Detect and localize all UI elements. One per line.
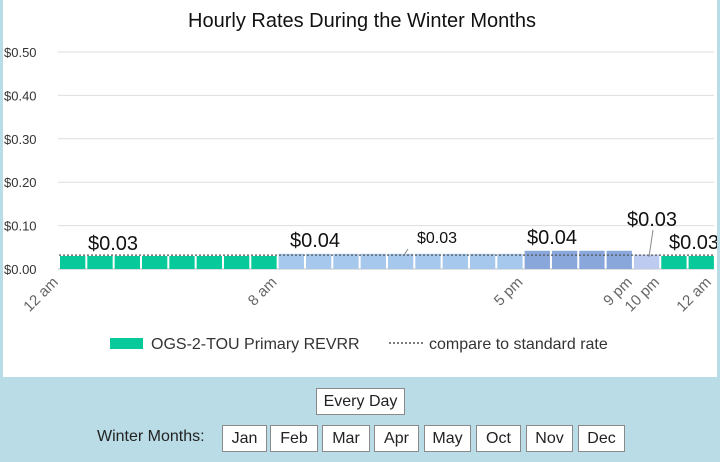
bar xyxy=(223,255,250,269)
bar xyxy=(688,255,714,269)
month-button-oct[interactable]: Oct xyxy=(476,425,521,452)
y-tick-label: $0.50 xyxy=(4,45,37,60)
winter-months-label: Winter Months: xyxy=(97,428,205,445)
bar xyxy=(551,250,578,269)
month-button-apr[interactable]: Apr xyxy=(374,425,419,452)
bar xyxy=(60,255,86,269)
y-tick-label: $0.40 xyxy=(4,88,37,103)
bar xyxy=(579,250,605,269)
hourly-rates-chart: Hourly Rates During the Winter Months $0… xyxy=(4,10,717,353)
period-rate-label: $0.03 xyxy=(417,230,457,247)
bar xyxy=(278,253,304,269)
chart-title: Hourly Rates During the Winter Months xyxy=(188,10,536,32)
x-tick-label: 5 pm xyxy=(491,274,527,310)
bar xyxy=(196,255,222,269)
month-button-feb[interactable]: Feb xyxy=(270,425,318,452)
bar xyxy=(251,255,277,269)
every-day-button[interactable]: Every Day xyxy=(316,388,405,415)
bar xyxy=(114,255,140,269)
x-tick-label: 12 am xyxy=(20,274,62,316)
chart-panel: Hourly Rates During the Winter Months $0… xyxy=(3,0,717,377)
bar xyxy=(415,253,441,269)
bar xyxy=(333,253,359,269)
legend-label-primary: OGS-2-TOU Primary REVRR xyxy=(151,336,360,353)
bar xyxy=(169,255,195,269)
period-rate-label: $0.03 xyxy=(88,233,138,255)
period-rate-label: $0.03 xyxy=(669,232,717,254)
bar xyxy=(661,255,687,269)
y-tick-label: $0.20 xyxy=(4,175,37,190)
bar xyxy=(524,250,550,269)
bar xyxy=(442,253,468,269)
legend-swatch-primary xyxy=(110,338,143,349)
month-button-nov[interactable]: Nov xyxy=(526,425,573,452)
bar xyxy=(141,255,168,269)
y-tick-label: $0.00 xyxy=(4,262,37,277)
month-button-dec[interactable]: Dec xyxy=(578,425,625,452)
month-button-may[interactable]: May xyxy=(424,425,471,452)
bar xyxy=(606,250,632,269)
period-rate-label: $0.04 xyxy=(290,230,340,252)
period-rate-label: $0.03 xyxy=(627,209,677,231)
bar xyxy=(87,255,113,269)
bar xyxy=(360,253,386,269)
callout-leader-line xyxy=(403,248,409,256)
x-tick-label: 8 am xyxy=(245,274,281,310)
bar xyxy=(469,253,496,269)
month-button-jan[interactable]: Jan xyxy=(222,425,267,452)
y-tick-label: $0.30 xyxy=(4,132,37,147)
legend: OGS-2-TOU Primary REVRR compare to stand… xyxy=(110,336,608,353)
bar xyxy=(387,253,414,269)
month-button-mar[interactable]: Mar xyxy=(322,425,370,452)
callout-leader-line xyxy=(648,229,654,258)
legend-label-standard-rate: compare to standard rate xyxy=(429,336,608,353)
bar xyxy=(305,253,332,269)
x-tick-label: 12 am xyxy=(673,274,715,316)
period-rate-label: $0.04 xyxy=(527,227,577,249)
bar xyxy=(633,254,660,269)
bar xyxy=(497,253,523,269)
y-tick-label: $0.10 xyxy=(4,219,37,234)
